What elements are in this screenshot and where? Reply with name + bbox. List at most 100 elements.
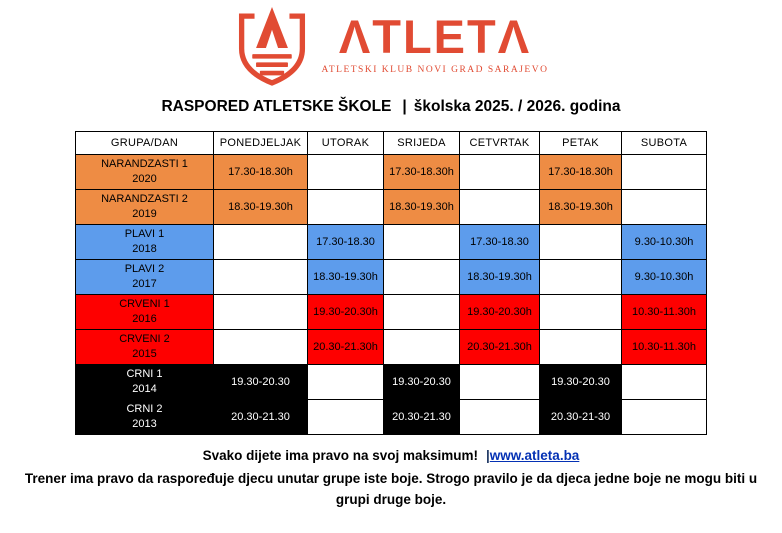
schedule-cell-utorak-crveni-1: 19.30-20.30h: [307, 294, 384, 330]
column-header-utorak: UTORAK: [307, 131, 384, 155]
schedule-cell-subota-crveni-2: 10.30-11.30h: [621, 329, 707, 365]
title-main: RASPORED ATLETSKE ŠKOLE: [161, 98, 392, 115]
group-cell-crveni-2: CRVENI 2 2015: [75, 329, 214, 365]
schedule-cell-cetvrtak-narandzasti-1: [459, 154, 540, 190]
schedule-cell-ponedjeljak-crveni-2: [213, 329, 308, 365]
group-cell-plavi-1: PLAVI 1 2018: [75, 224, 214, 260]
schedule-cell-subota-crni-1: [621, 364, 707, 400]
schedule-cell-subota-narandzasti-2: [621, 189, 707, 225]
table-row-narandzasti-2: NARANDZASTI 2 2019 18.30-19.30h 18.30-19.30…: [75, 189, 707, 225]
schedule-cell-utorak-crni-2: [307, 399, 384, 435]
group-year: 2018: [132, 243, 157, 255]
footer-motto: Svako dijete ima pravo na svoj maksimum!…: [0, 448, 782, 463]
group-name: CRNI 2: [126, 403, 163, 416]
schedule-cell-ponedjeljak-narandzasti-2: 18.30-19.30h: [213, 189, 308, 225]
schedule-cell-srijeda-plavi-2: [383, 259, 460, 295]
brand-wordmark: ΛTLETΛ: [338, 10, 532, 63]
schedule-cell-ponedjeljak-plavi-2: [213, 259, 308, 295]
schedule-cell-petak-narandzasti-2: 18.30-19.30h: [539, 189, 622, 225]
column-header-srijeda: SRIJEDA: [383, 131, 460, 155]
group-name: PLAVI 2: [124, 263, 165, 276]
column-header-ponedjeljak: PONEDJELJAK: [213, 131, 308, 155]
schedule-cell-petak-crni-2: 20.30-21-30: [539, 399, 622, 435]
schedule-cell-srijeda-crveni-1: [383, 294, 460, 330]
group-year: 2016: [132, 313, 157, 325]
brand-block: ΛTLETΛ ATLETSKI KLUB NOVI GRAD SARAJEVO: [322, 13, 549, 75]
schedule-cell-utorak-plavi-1: 17.30-18.30: [307, 224, 384, 260]
schedule-cell-cetvrtak-crveni-2: 20.30-21.30h: [459, 329, 540, 365]
group-year: 2017: [132, 278, 157, 290]
schedule-cell-subota-plavi-1: 9.30-10.30h: [621, 224, 707, 260]
schedule-cell-petak-crveni-1: [539, 294, 622, 330]
group-name: CRVENI 2: [119, 333, 170, 346]
schedule-cell-cetvrtak-narandzasti-2: [459, 189, 540, 225]
schedule-cell-cetvrtak-crveni-1: 19.30-20.30h: [459, 294, 540, 330]
brand-subtitle: ATLETSKI KLUB NOVI GRAD SARAJEVO: [321, 65, 549, 75]
schedule-body: NARANDZASTI 1 2020 17.30-18.30h 17.30-18.30…: [75, 154, 707, 435]
schedule-cell-srijeda-crveni-2: [383, 329, 460, 365]
column-header-grupa-dan: GRUPA/DAN: [75, 131, 214, 155]
schedule-cell-cetvrtak-plavi-1: 17.30-18.30: [459, 224, 540, 260]
page-title: RASPORED ATLETSKE ŠKOLE | školska 2025. / …: [0, 98, 782, 116]
schedule-cell-ponedjeljak-plavi-1: [213, 224, 308, 260]
schedule-cell-cetvrtak-plavi-2: 18.30-19.30h: [459, 259, 540, 295]
schedule-cell-subota-narandzasti-1: [621, 154, 707, 190]
shield-a-icon: [238, 7, 305, 86]
schedule-cell-utorak-narandzasti-2: [307, 189, 384, 225]
schedule-cell-srijeda-crni-1: 19.30-20.30: [383, 364, 460, 400]
column-header-petak: PETAK: [539, 131, 622, 155]
schedule-cell-petak-crni-1: 19.30-20.30: [539, 364, 622, 400]
footer-rule: Trener ima pravo da raspoređuje djecu un…: [24, 471, 758, 507]
table-row-narandzasti-1: NARANDZASTI 1 2020 17.30-18.30h 17.30-18.30…: [75, 154, 707, 190]
schedule-cell-srijeda-plavi-1: [383, 224, 460, 260]
group-year: 2014: [132, 383, 157, 395]
table-row-plavi-1: PLAVI 1 2018 17.30-18.30 17.30-18.30 9.30-10…: [75, 224, 707, 260]
website-link[interactable]: www.atleta.ba: [489, 448, 580, 463]
schedule-cell-utorak-plavi-2: 18.30-19.30h: [307, 259, 384, 295]
group-name: PLAVI 1: [124, 228, 165, 241]
schedule-cell-ponedjeljak-crveni-1: [213, 294, 308, 330]
schedule-cell-cetvrtak-crni-1: [459, 364, 540, 400]
title-season: školska 2025. / 2026. godina: [413, 98, 621, 115]
schedule-cell-subota-plavi-2: 9.30-10.30h: [621, 259, 707, 295]
schedule-cell-utorak-narandzasti-1: [307, 154, 384, 190]
schedule-cell-srijeda-narandzasti-2: 18.30-19.30h: [383, 189, 460, 225]
club-logo: ΛTLETΛ ATLETSKI KLUB NOVI GRAD SARAJEVO: [0, 0, 782, 91]
header-row: GRUPA/DAN PONEDJELJAK UTORAK SRIJEDA CETVRTA…: [75, 131, 707, 155]
table-row-crveni-2: CRVENI 2 2015 20.30-21.30h 20.30-21.30h 10.3…: [75, 329, 707, 365]
group-name: CRNI 1: [126, 368, 163, 381]
schedule-cell-petak-plavi-2: [539, 259, 622, 295]
schedule-cell-ponedjeljak-crni-1: 19.30-20.30: [213, 364, 308, 400]
group-cell-plavi-2: PLAVI 2 2017: [75, 259, 214, 295]
schedule-cell-ponedjeljak-crni-2: 20.30-21.30: [213, 399, 308, 435]
group-cell-narandzasti-1: NARANDZASTI 1 2020: [75, 154, 214, 190]
group-year: 2019: [132, 208, 157, 220]
schedule-cell-subota-crni-2: [621, 399, 707, 435]
footer-separator: |: [486, 448, 490, 463]
group-year: 2015: [132, 348, 157, 360]
group-cell-narandzasti-2: NARANDZASTI 2 2019: [75, 189, 214, 225]
table-row-plavi-2: PLAVI 2 2017 18.30-19.30h 18.30-19.30h 9.30-…: [75, 259, 707, 295]
group-name: NARANDZASTI 2: [101, 193, 188, 206]
table-row-crveni-1: CRVENI 1 2016 19.30-20.30h 19.30-20.30h 10.3…: [75, 294, 707, 330]
schedule-table: GRUPA/DAN PONEDJELJAK UTORAK SRIJEDA CETVRTA…: [75, 131, 707, 435]
group-cell-crveni-1: CRVENI 1 2016: [75, 294, 214, 330]
schedule-cell-petak-narandzasti-1: 17.30-18.30h: [539, 154, 622, 190]
group-name: CRVENI 1: [119, 298, 170, 311]
schedule-cell-petak-crveni-2: [539, 329, 622, 365]
schedule-cell-utorak-crni-1: [307, 364, 384, 400]
motto-text: Svako dijete ima pravo na svoj maksimum!: [202, 448, 479, 463]
column-header-subota: SUBOTA: [621, 131, 707, 155]
schedule-cell-srijeda-crni-2: 20.30-21.30: [383, 399, 460, 435]
table-row-crni-2: CRNI 2 2013 20.30-21.30 20.30-21.30 20.30-21…: [75, 399, 707, 435]
group-year: 2013: [132, 418, 157, 430]
schedule-cell-petak-plavi-1: [539, 224, 622, 260]
group-cell-crni-2: CRNI 2 2013: [75, 399, 214, 435]
schedule-cell-cetvrtak-crni-2: [459, 399, 540, 435]
table-row-crni-1: CRNI 1 2014 19.30-20.30 19.30-20.30 19.30-20…: [75, 364, 707, 400]
group-name: NARANDZASTI 1: [101, 158, 188, 171]
group-cell-crni-1: CRNI 1 2014: [75, 364, 214, 400]
schedule-cell-srijeda-narandzasti-1: 17.30-18.30h: [383, 154, 460, 190]
group-year: 2020: [132, 173, 157, 185]
